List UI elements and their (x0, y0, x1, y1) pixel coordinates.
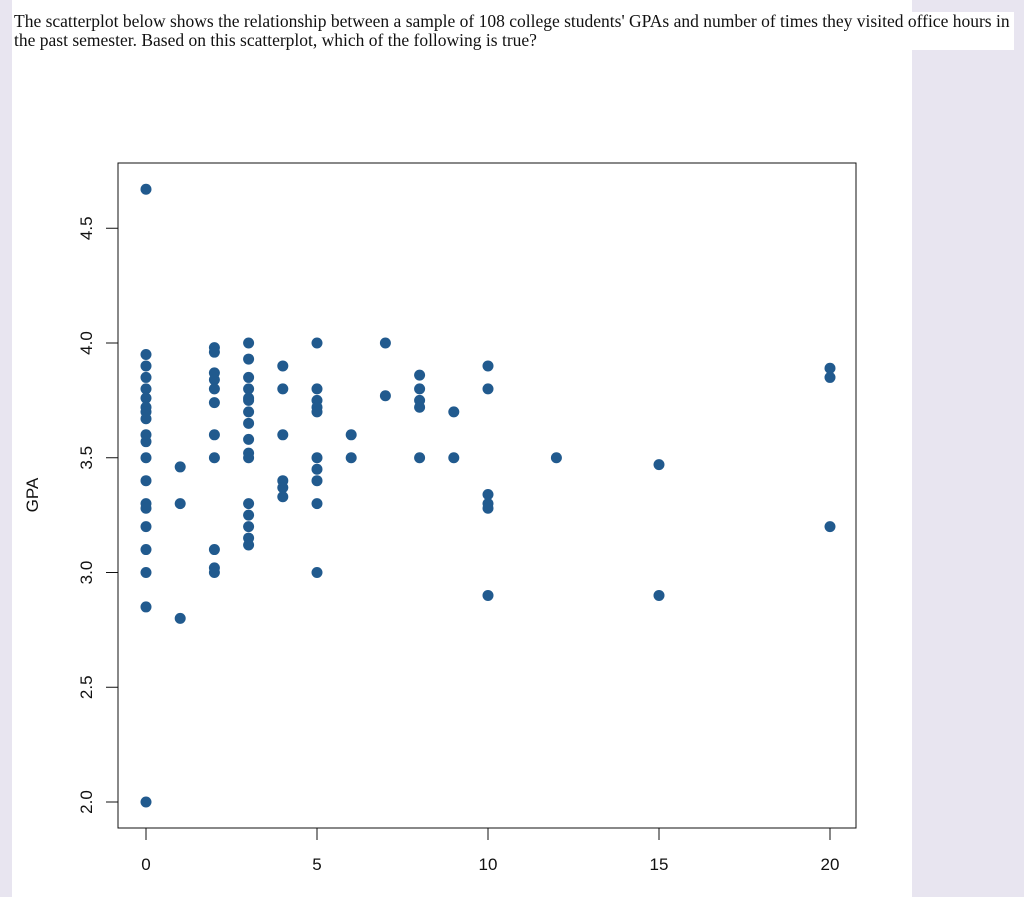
data-point (311, 498, 323, 510)
data-point (140, 183, 152, 195)
data-point (653, 459, 665, 471)
data-point (277, 429, 289, 441)
data-point (414, 401, 426, 413)
data-point (311, 567, 323, 578)
data-point (243, 337, 255, 349)
data-point (311, 452, 323, 464)
data-point (243, 406, 255, 418)
data-point (345, 452, 357, 464)
data-point (277, 491, 289, 503)
data-point (448, 406, 460, 418)
data-point (208, 374, 220, 386)
data-point (208, 544, 220, 556)
data-point (140, 371, 152, 383)
data-point (140, 521, 152, 533)
data-point (824, 371, 836, 383)
data-point (311, 463, 323, 475)
data-point (414, 369, 426, 381)
data-point (208, 567, 220, 578)
data-point (140, 475, 152, 487)
data-point (448, 452, 460, 464)
data-point (345, 429, 357, 441)
data-point (243, 394, 255, 406)
x-tick-label: 5 (312, 855, 321, 874)
x-tick-label: 0 (141, 855, 150, 874)
data-point (482, 383, 494, 395)
y-axis: 2.0 2.5 3.0 3.5 4.0 4.5 (77, 216, 119, 814)
data-point (550, 452, 562, 464)
data-point (243, 417, 255, 429)
data-point (277, 383, 289, 395)
data-point (414, 452, 426, 464)
data-point (243, 353, 255, 365)
y-tick-label: 3.5 (77, 446, 96, 470)
data-point (140, 502, 152, 514)
y-tick-label: 2.0 (77, 790, 96, 814)
data-point (243, 383, 255, 395)
data-point (277, 482, 289, 494)
data-point (208, 397, 220, 409)
data-point (482, 589, 494, 601)
data-point (482, 488, 494, 500)
data-point (140, 392, 152, 404)
data-point (653, 589, 665, 601)
data-point (243, 539, 255, 551)
y-tick-label: 4.0 (77, 331, 96, 355)
data-point (140, 601, 152, 613)
data-point (414, 383, 426, 395)
data-point (311, 337, 323, 349)
data-point (243, 452, 255, 464)
y-tick-label: 2.5 (77, 675, 96, 699)
data-point (174, 461, 186, 473)
data-point (174, 612, 186, 624)
data-point (208, 452, 220, 464)
data-point (174, 498, 186, 510)
x-tick-label: 15 (650, 855, 669, 874)
data-point (824, 521, 836, 533)
data-point (379, 337, 391, 349)
y-tick-label: 4.5 (77, 216, 96, 240)
data-point (140, 413, 152, 425)
x-axis: 0 5 10 15 20 (141, 827, 840, 874)
x-tick-label: 20 (821, 855, 840, 874)
y-axis-label: GPA (23, 477, 42, 512)
data-point (140, 567, 152, 578)
data-point (243, 433, 255, 445)
data-point (140, 436, 152, 448)
data-point (140, 360, 152, 372)
x-tick-label: 10 (479, 855, 498, 874)
data-point (140, 544, 152, 556)
content-panel (12, 0, 912, 897)
y-tick-label: 3.0 (77, 561, 96, 585)
data-point (243, 371, 255, 383)
data-point (311, 406, 323, 418)
data-point (311, 475, 323, 487)
data-point (277, 360, 289, 372)
data-point (311, 383, 323, 395)
data-point (208, 346, 220, 358)
data-point (208, 429, 220, 441)
data-point (824, 362, 836, 374)
points (140, 183, 836, 808)
data-point (379, 390, 391, 402)
data-point (140, 452, 152, 464)
data-point (140, 348, 152, 360)
question-text: The scatterplot below shows the relation… (14, 12, 1014, 50)
data-point (243, 521, 255, 533)
data-point (140, 796, 152, 808)
data-point (482, 502, 494, 514)
data-point (140, 383, 152, 395)
data-point (208, 383, 220, 395)
data-point (243, 498, 255, 510)
data-point (482, 360, 494, 372)
data-point (243, 509, 255, 521)
